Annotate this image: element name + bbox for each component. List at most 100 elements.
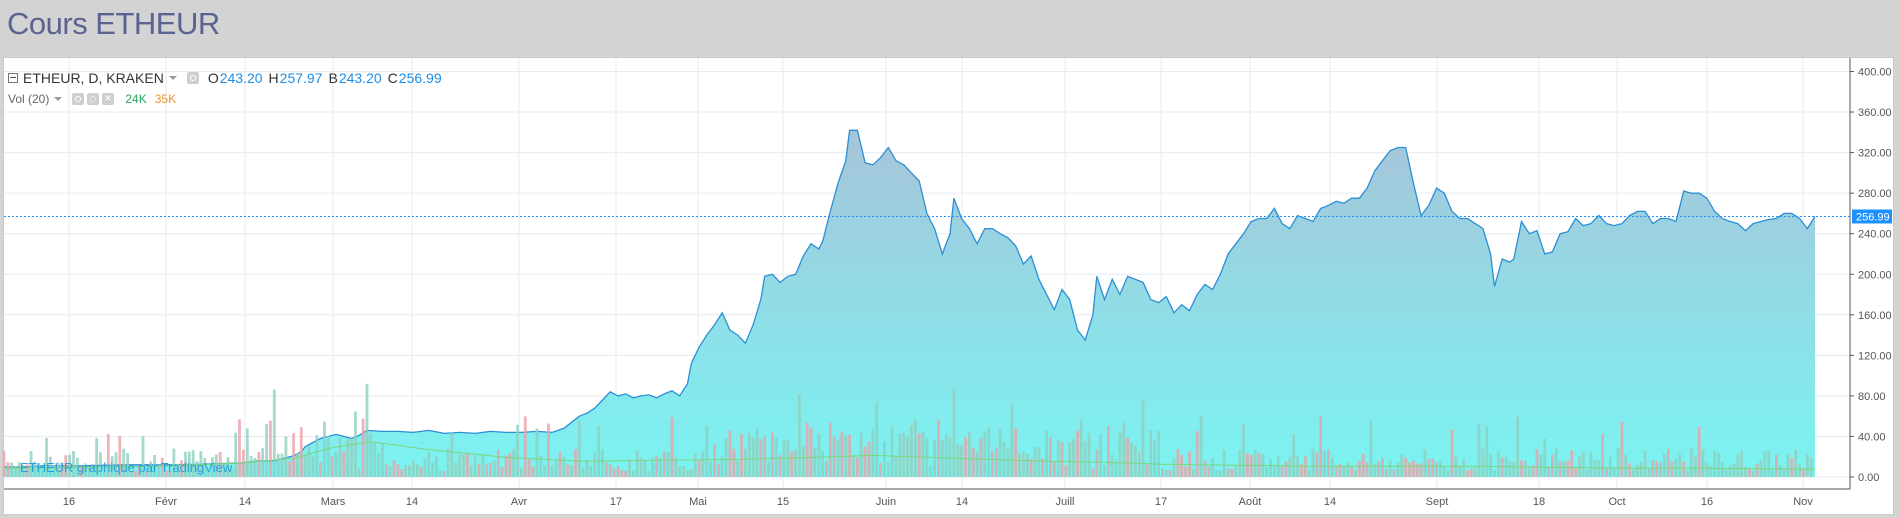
volume-bar: [1585, 469, 1589, 477]
volume-bar: [593, 453, 597, 477]
volume-bar: [1157, 430, 1160, 477]
volume-bar: [1450, 429, 1454, 477]
volume-bar: [1064, 465, 1068, 477]
volume-bar: [917, 433, 921, 477]
volume-bar: [52, 465, 56, 477]
volume-bar: [1211, 457, 1214, 477]
tradingview-attribution[interactable]: ETHEUR graphique par TradingView: [20, 460, 233, 475]
volume-bar: [1805, 454, 1809, 477]
volume-bar: [1435, 462, 1438, 477]
volume-bar: [1597, 460, 1601, 477]
volume-bar: [1439, 460, 1442, 477]
volume-bar: [574, 449, 577, 477]
volume-bar: [856, 457, 859, 477]
volume-bar: [1593, 460, 1597, 477]
volume-bar: [616, 466, 620, 477]
collapse-icon[interactable]: [8, 73, 18, 83]
volume-bar: [21, 464, 25, 477]
volume-bar: [798, 394, 801, 477]
volume-bar: [1748, 468, 1751, 477]
x-tick-label: 17: [1155, 496, 1167, 508]
volume-bar: [415, 464, 419, 477]
volume-bar: [894, 456, 898, 477]
volume-bar: [14, 466, 17, 477]
volume-bar: [651, 457, 655, 477]
volume-value-1: 24K: [125, 92, 147, 106]
volume-bar: [1126, 437, 1130, 477]
ohlc-low-key: B: [328, 70, 338, 86]
volume-bar: [272, 389, 276, 477]
volume-bar: [562, 456, 566, 477]
volume-bar: [1385, 469, 1388, 477]
volume-bar: [334, 452, 338, 477]
volume-bar: [1388, 460, 1392, 477]
volume-bar: [1693, 455, 1697, 477]
last-price-label: 256.99: [1856, 211, 1890, 223]
volume-bar: [369, 433, 373, 477]
volume-bar: [466, 454, 469, 477]
volume-bar: [1697, 426, 1701, 477]
volume-bar: [805, 422, 809, 477]
volume-bar: [1574, 468, 1577, 477]
price-line[interactable]: [4, 129, 1816, 468]
volume-bar: [813, 447, 817, 477]
symbol-label[interactable]: ETHEUR, D, KRAKEN: [23, 70, 164, 86]
volume-bar: [1253, 450, 1257, 477]
volume-bar: [1354, 469, 1357, 477]
volume-bar: [1087, 433, 1091, 477]
volume-bar: [477, 463, 481, 477]
volume-bar: [1361, 453, 1365, 477]
volume-bar: [1628, 463, 1632, 477]
volume-bar: [1060, 442, 1064, 477]
volume-bar: [828, 422, 832, 477]
volume-bar: [130, 471, 133, 477]
volume-bar: [713, 444, 716, 477]
volume-bar: [1373, 464, 1377, 477]
eye-icon[interactable]: [72, 93, 85, 105]
volume-bar: [245, 428, 249, 477]
volume-bar: [1315, 452, 1319, 477]
volume-bar: [1226, 468, 1230, 477]
volume-bar: [307, 446, 311, 477]
volume-bar: [357, 468, 361, 477]
volume-bar: [404, 464, 407, 477]
volume-bar: [1647, 468, 1651, 477]
volume-bar: [771, 432, 774, 477]
volume-bar: [184, 451, 187, 477]
volume-bar: [1134, 446, 1137, 477]
eye-icon[interactable]: [186, 72, 199, 84]
volume-bar: [728, 430, 732, 477]
volume-bar: [114, 452, 118, 477]
volume-bar: [547, 423, 550, 477]
volume-label[interactable]: Vol (20): [8, 92, 50, 106]
volume-bar: [628, 458, 631, 477]
volume-bar: [1323, 450, 1326, 477]
volume-bar: [234, 432, 238, 477]
volume-bar: [1717, 452, 1720, 477]
volume-bar: [508, 453, 512, 477]
volume-bar: [1199, 415, 1203, 477]
volume-bar: [1149, 430, 1153, 477]
ohlc-open-value: 243.20: [219, 70, 263, 86]
volume-bar: [1620, 421, 1624, 477]
close-icon[interactable]: [102, 91, 115, 105]
gear-icon[interactable]: [87, 93, 100, 105]
volume-bar: [18, 462, 21, 477]
volume-bar: [1612, 469, 1616, 477]
volume-bar: [377, 453, 380, 477]
chevron-down-icon[interactable]: [168, 76, 177, 80]
volume-bar: [1218, 470, 1222, 477]
volume-bar: [608, 464, 612, 477]
volume-bar: [581, 467, 585, 477]
volume-bar: [956, 443, 960, 477]
chevron-down-icon[interactable]: [54, 97, 63, 101]
volume-bar: [284, 436, 288, 477]
volume-bar: [1280, 465, 1284, 477]
volume-bar: [280, 453, 284, 477]
volume-bar: [682, 466, 685, 477]
volume-bar: [157, 464, 160, 477]
volume-bar: [311, 456, 315, 477]
volume-bar: [1771, 469, 1774, 477]
volume-bar: [1153, 440, 1157, 477]
